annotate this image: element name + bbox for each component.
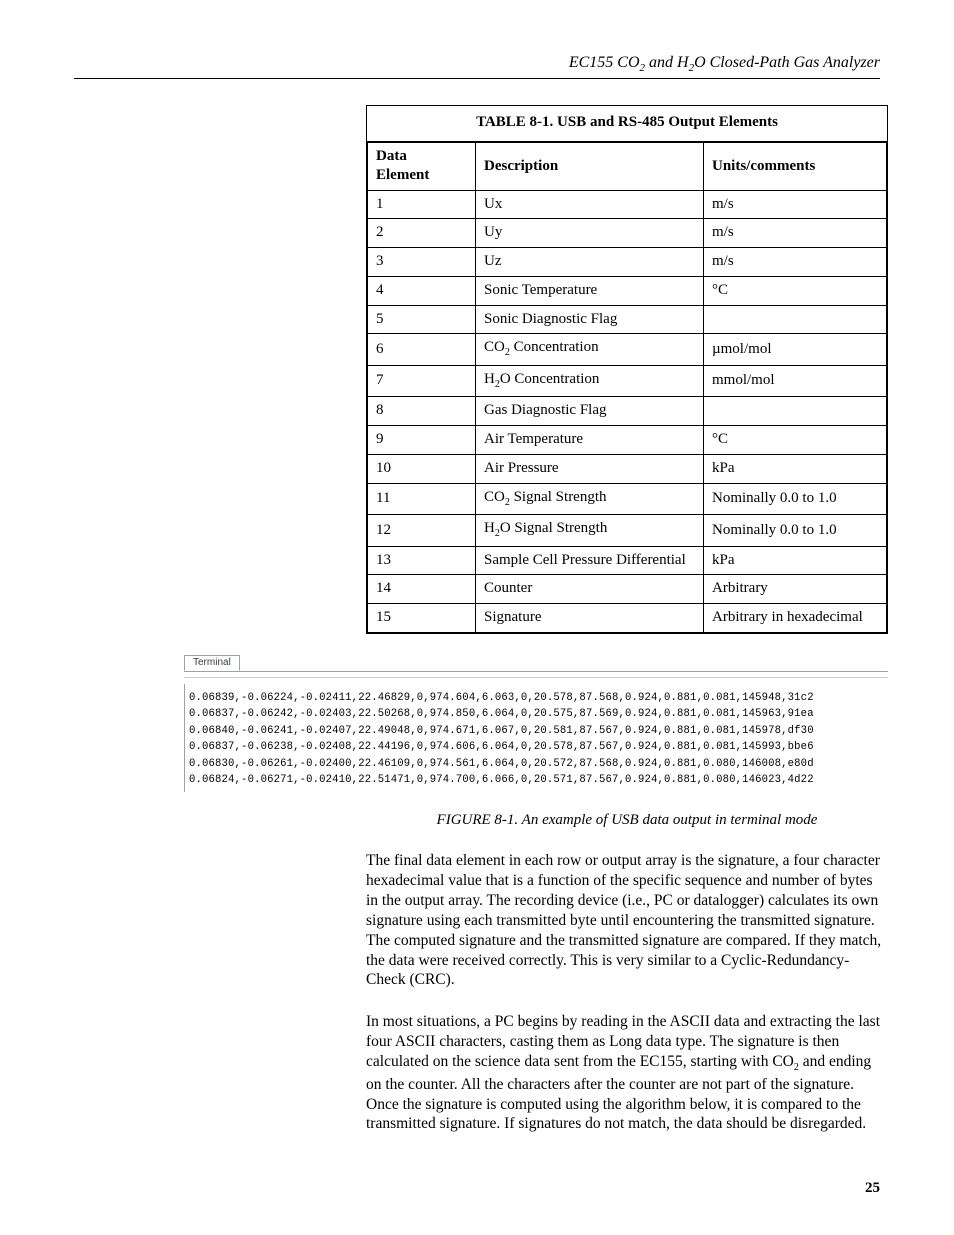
- cell-description: Sonic Diagnostic Flag: [476, 305, 704, 334]
- terminal-screenshot: Terminal 0.06839,-0.06224,-0.02411,22.46…: [184, 656, 888, 792]
- table-row: 2Uym/s: [368, 219, 887, 248]
- cell-units: µmol/mol: [704, 334, 887, 366]
- cell-data-element: 6: [368, 334, 476, 366]
- table-row: 10Air PressurekPa: [368, 454, 887, 483]
- table-row: 11CO2 Signal StrengthNominally 0.0 to 1.…: [368, 483, 887, 515]
- cell-description: H2O Signal Strength: [476, 515, 704, 547]
- terminal-line: 0.06840,-0.06241,-0.02407,22.49048,0,974…: [189, 723, 888, 739]
- terminal-line: 0.06837,-0.06238,-0.02408,22.44196,0,974…: [189, 739, 888, 755]
- terminal-body: 0.06839,-0.06224,-0.02411,22.46829,0,974…: [184, 684, 888, 792]
- cell-units: m/s: [704, 190, 887, 219]
- table-row: 14CounterArbitrary: [368, 575, 887, 604]
- cell-description: Air Pressure: [476, 454, 704, 483]
- cell-units: m/s: [704, 219, 887, 248]
- terminal-line: 0.06839,-0.06224,-0.02411,22.46829,0,974…: [189, 690, 888, 706]
- cell-units: [704, 305, 887, 334]
- table-row: 1Uxm/s: [368, 190, 887, 219]
- cell-units: [704, 397, 887, 426]
- cell-data-element: 1: [368, 190, 476, 219]
- cell-data-element: 8: [368, 397, 476, 426]
- cell-description: CO2 Concentration: [476, 334, 704, 366]
- cell-data-element: 4: [368, 276, 476, 305]
- terminal-line: 0.06830,-0.06261,-0.02400,22.46109,0,974…: [189, 756, 888, 772]
- content-column: TABLE 8-1. USB and RS-485 Output Element…: [366, 105, 888, 634]
- table-row: 9Air Temperature°C: [368, 426, 887, 455]
- cell-description: Signature: [476, 604, 704, 633]
- table-row: 5Sonic Diagnostic Flag: [368, 305, 887, 334]
- cell-units: Arbitrary in hexadecimal: [704, 604, 887, 633]
- cell-description: Ux: [476, 190, 704, 219]
- cell-description: Sonic Temperature: [476, 276, 704, 305]
- cell-data-element: 2: [368, 219, 476, 248]
- output-elements-table: DataElement Description Units/comments 1…: [367, 142, 887, 633]
- terminal-line: 0.06837,-0.06242,-0.02403,22.50268,0,974…: [189, 706, 888, 722]
- cell-data-element: 11: [368, 483, 476, 515]
- cell-units: Nominally 0.0 to 1.0: [704, 515, 887, 547]
- cell-data-element: 5: [368, 305, 476, 334]
- cell-data-element: 10: [368, 454, 476, 483]
- cell-units: Arbitrary: [704, 575, 887, 604]
- running-header: EC155 CO2 and H2O Closed-Path Gas Analyz…: [74, 54, 880, 79]
- cell-description: Counter: [476, 575, 704, 604]
- cell-description: Sample Cell Pressure Differential: [476, 546, 704, 575]
- terminal-tab-row: Terminal: [184, 656, 888, 672]
- cell-data-element: 9: [368, 426, 476, 455]
- cell-data-element: 7: [368, 365, 476, 397]
- cell-description: Uz: [476, 248, 704, 277]
- content-column-lower: FIGURE 8-1. An example of USB data outpu…: [366, 812, 888, 1134]
- cell-description: Gas Diagnostic Flag: [476, 397, 704, 426]
- table-row: 12H2O Signal StrengthNominally 0.0 to 1.…: [368, 515, 887, 547]
- page: EC155 CO2 and H2O Closed-Path Gas Analyz…: [0, 0, 954, 1235]
- table-row: 8Gas Diagnostic Flag: [368, 397, 887, 426]
- table-header-row: DataElement Description Units/comments: [368, 143, 887, 191]
- cell-units: Nominally 0.0 to 1.0: [704, 483, 887, 515]
- table-row: 3Uzm/s: [368, 248, 887, 277]
- table-row: 7H2O Concentrationmmol/mol: [368, 365, 887, 397]
- cell-data-element: 15: [368, 604, 476, 633]
- cell-units: °C: [704, 426, 887, 455]
- terminal-line: 0.06824,-0.06271,-0.02410,22.51471,0,974…: [189, 772, 888, 788]
- cell-description: H2O Concentration: [476, 365, 704, 397]
- figure-caption: FIGURE 8-1. An example of USB data outpu…: [366, 812, 888, 829]
- cell-units: kPa: [704, 454, 887, 483]
- col-units: Units/comments: [704, 143, 887, 191]
- cell-description: Air Temperature: [476, 426, 704, 455]
- col-data-element: DataElement: [368, 143, 476, 191]
- cell-units: mmol/mol: [704, 365, 887, 397]
- terminal-tab: Terminal: [184, 655, 240, 671]
- table-row: 15SignatureArbitrary in hexadecimal: [368, 604, 887, 633]
- cell-data-element: 13: [368, 546, 476, 575]
- cell-units: kPa: [704, 546, 887, 575]
- table-8-1: TABLE 8-1. USB and RS-485 Output Element…: [366, 105, 888, 634]
- cell-units: m/s: [704, 248, 887, 277]
- cell-data-element: 14: [368, 575, 476, 604]
- table-row: 13Sample Cell Pressure DifferentialkPa: [368, 546, 887, 575]
- col-description: Description: [476, 143, 704, 191]
- cell-description: Uy: [476, 219, 704, 248]
- cell-data-element: 3: [368, 248, 476, 277]
- paragraph-2: In most situations, a PC begins by readi…: [366, 1012, 888, 1134]
- table-row: 6CO2 Concentrationµmol/mol: [368, 334, 887, 366]
- terminal-separator: [184, 672, 888, 678]
- table-row: 4Sonic Temperature°C: [368, 276, 887, 305]
- cell-data-element: 12: [368, 515, 476, 547]
- paragraph-1: The final data element in each row or ou…: [366, 851, 888, 990]
- cell-description: CO2 Signal Strength: [476, 483, 704, 515]
- cell-units: °C: [704, 276, 887, 305]
- table-title: TABLE 8-1. USB and RS-485 Output Element…: [367, 106, 887, 142]
- page-number: 25: [865, 1180, 880, 1197]
